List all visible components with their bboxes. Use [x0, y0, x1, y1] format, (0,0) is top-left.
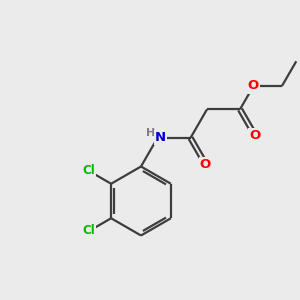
Text: O: O: [248, 80, 259, 92]
Text: O: O: [200, 158, 211, 171]
Text: N: N: [155, 131, 166, 144]
Text: Cl: Cl: [83, 224, 95, 238]
Text: O: O: [249, 129, 261, 142]
Text: Cl: Cl: [83, 164, 95, 178]
Text: H: H: [146, 128, 155, 137]
